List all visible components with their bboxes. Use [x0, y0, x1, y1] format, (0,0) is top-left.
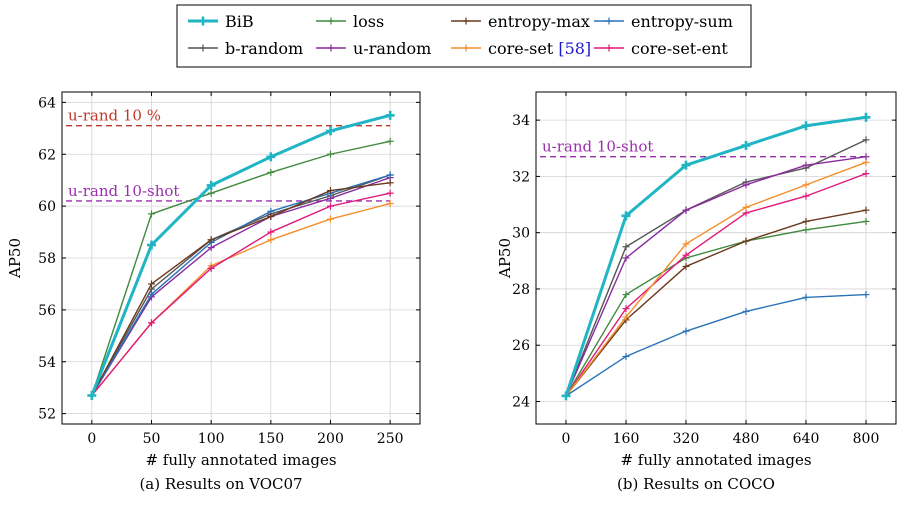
legend-label: core-set-ent	[631, 39, 728, 58]
legend-label-text: core-set-ent	[631, 39, 728, 58]
legend-label: u-random	[353, 39, 431, 58]
x-axis-label: # fully annotated images	[620, 451, 811, 469]
x-tick-label: 320	[673, 431, 700, 447]
x-axis-label: # fully annotated images	[145, 451, 336, 469]
series-line	[91, 140, 391, 396]
legend-label-text: entropy-max	[488, 12, 590, 31]
x-tick-label: 0	[562, 431, 571, 447]
series-line	[565, 161, 867, 397]
reference-lines: u-rand 10 % u-rand 10-shot	[66, 107, 391, 202]
y-axis-label: AP50	[6, 238, 24, 279]
series-line	[565, 139, 867, 397]
x-tick-label: 150	[257, 431, 284, 447]
series-core-set	[562, 158, 870, 400]
y-tick-label: 24	[512, 394, 530, 410]
legend: BiB loss entropy-max entropy-sum b-random u-r…	[176, 4, 752, 68]
series-line	[565, 293, 867, 397]
series-line	[91, 192, 391, 396]
y-tick-label: 60	[38, 199, 56, 215]
x-tick-label: 0	[87, 431, 96, 447]
series-line	[91, 174, 391, 396]
grid	[62, 92, 420, 424]
series-core-set	[88, 200, 394, 399]
legend-label-text: loss	[353, 12, 384, 31]
series-line	[565, 172, 867, 397]
legend-item: core-set-ent	[594, 39, 728, 58]
legend-item: entropy-max	[451, 12, 590, 31]
legend-item: u-random	[316, 39, 431, 58]
y-tick-label: 52	[38, 407, 56, 423]
series-line	[565, 209, 867, 397]
x-tick-label: 200	[317, 431, 344, 447]
legend-label-text: b-random	[225, 39, 303, 58]
series-core-set-ent	[562, 170, 870, 400]
panel-caption: (b) Results on COCO	[617, 475, 775, 493]
legend-label-text: u-random	[353, 39, 431, 58]
x-tick-label: 250	[377, 431, 404, 447]
chart-panel-voc07: 0 50 100 150 200 250 52 54 56 58 60 62 64 # fully ann…	[6, 91, 421, 493]
series-line	[90, 113, 391, 397]
reference-line-label: u-rand 10-shot	[68, 182, 179, 200]
plot-frame	[535, 91, 897, 425]
y-tick-label: 32	[512, 169, 530, 185]
legend-label-text: entropy-sum	[631, 12, 733, 31]
series-BiB	[561, 112, 871, 401]
ticks: 0 160 320 480 640 800 24 26 28 30 32 34	[512, 92, 896, 447]
series-line	[564, 115, 867, 397]
y-tick-label: 62	[38, 147, 56, 163]
series-group	[561, 112, 871, 401]
series-line	[91, 182, 391, 396]
series-u-random	[562, 153, 870, 400]
series-core-set-ent	[88, 189, 394, 399]
y-tick-label: 56	[38, 303, 56, 319]
y-tick-label: 28	[512, 282, 530, 298]
panel-caption: (a) Results on VOC07	[139, 475, 302, 493]
legend-label-text: BiB	[225, 12, 254, 31]
y-tick-label: 30	[512, 226, 530, 242]
legend-label: entropy-max	[488, 12, 590, 31]
legend-label: b-random	[225, 39, 303, 58]
y-tick-label: 26	[512, 338, 530, 354]
legend-item: b-random	[188, 39, 303, 58]
series-line	[91, 176, 391, 396]
legend-box	[176, 4, 752, 68]
series-group	[87, 110, 395, 400]
x-tick-label: 800	[853, 431, 880, 447]
legend-item: core-set [58]	[451, 39, 591, 58]
legend-item: entropy-sum	[594, 12, 733, 31]
reference-line-label: u-rand 10 %	[68, 107, 161, 125]
x-tick-label: 480	[733, 431, 760, 447]
reference-line-label: u-rand 10-shot	[542, 138, 653, 156]
legend-label: core-set [58]	[488, 39, 591, 58]
y-tick-label: 54	[38, 355, 56, 371]
y-tick-label: 34	[512, 113, 530, 129]
x-tick-label: 50	[143, 431, 161, 447]
legend-item: BiB	[188, 12, 254, 31]
y-tick-label: 64	[38, 95, 56, 111]
x-tick-label: 640	[793, 431, 820, 447]
x-tick-label: 100	[198, 431, 225, 447]
series-line	[565, 220, 867, 397]
legend-citation: [58]	[553, 39, 591, 58]
legend-label-text: core-set	[488, 39, 554, 58]
ticks: 0 50 100 150 200 250 52 54 56 58 60 62 64	[38, 92, 420, 447]
legend-label: entropy-sum	[631, 12, 733, 31]
series-loss	[88, 137, 394, 399]
legend-item: loss	[316, 12, 384, 31]
reference-lines: u-rand 10-shot	[540, 138, 866, 158]
x-tick-label: 160	[613, 431, 640, 447]
series-line	[565, 156, 867, 397]
legend-label: loss	[353, 12, 384, 31]
y-axis-label: AP50	[496, 238, 514, 279]
series-loss	[562, 217, 870, 400]
y-tick-label: 58	[38, 251, 56, 267]
series-entropy-max	[562, 206, 870, 400]
legend-label: BiB	[225, 12, 254, 31]
chart-panel-coco: 0 160 320 480 640 800 24 26 28 30 32 34 # fully anno…	[496, 91, 897, 493]
series-BiB	[87, 110, 395, 400]
